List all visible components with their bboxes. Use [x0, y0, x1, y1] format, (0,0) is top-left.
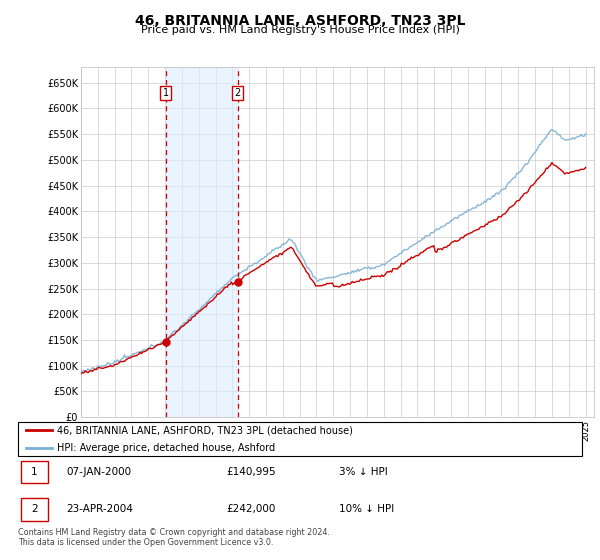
Text: 07-JAN-2000: 07-JAN-2000: [66, 467, 131, 477]
Text: 2: 2: [31, 505, 38, 515]
Text: HPI: Average price, detached house, Ashford: HPI: Average price, detached house, Ashf…: [58, 443, 275, 452]
Text: 2: 2: [235, 88, 241, 98]
Bar: [166, 67, 238, 417]
Text: 23-APR-2004: 23-APR-2004: [66, 505, 133, 515]
Text: 1: 1: [31, 467, 38, 477]
Text: £140,995: £140,995: [227, 467, 277, 477]
Text: 3% ↓ HPI: 3% ↓ HPI: [340, 467, 388, 477]
Text: £242,000: £242,000: [227, 505, 276, 515]
Text: 1: 1: [163, 88, 169, 98]
Point: [161, 338, 170, 347]
Bar: [21, 461, 48, 483]
Text: 46, BRITANNIA LANE, ASHFORD, TN23 3PL: 46, BRITANNIA LANE, ASHFORD, TN23 3PL: [135, 14, 465, 28]
Text: Contains HM Land Registry data © Crown copyright and database right 2024.
This d: Contains HM Land Registry data © Crown c…: [18, 528, 330, 547]
Text: 46, BRITANNIA LANE, ASHFORD, TN23 3PL (detached house): 46, BRITANNIA LANE, ASHFORD, TN23 3PL (d…: [58, 426, 353, 435]
Text: Price paid vs. HM Land Registry's House Price Index (HPI): Price paid vs. HM Land Registry's House …: [140, 25, 460, 35]
Text: 10% ↓ HPI: 10% ↓ HPI: [340, 505, 395, 515]
Bar: [21, 498, 48, 521]
Point: [233, 277, 242, 286]
